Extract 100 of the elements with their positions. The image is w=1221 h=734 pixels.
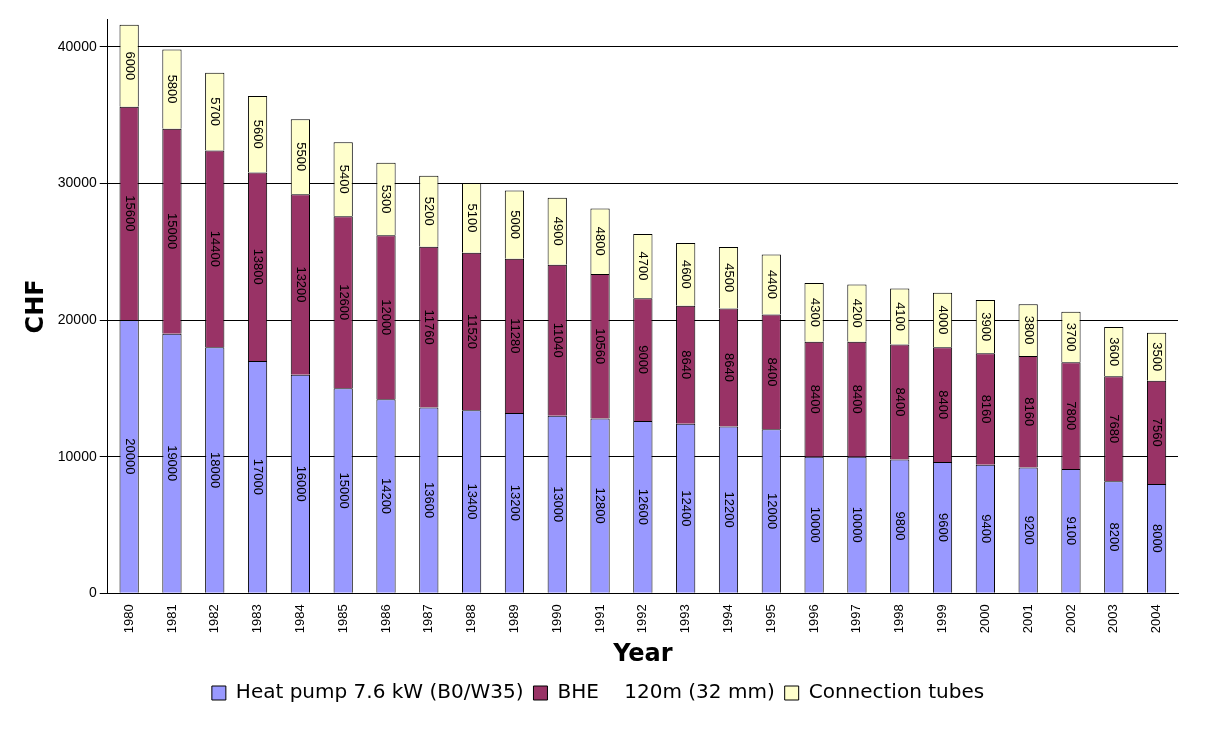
data-label: 4000 [935, 305, 951, 335]
data-label: 8400 [935, 390, 951, 420]
x-tick-label: 2003 [1105, 604, 1121, 634]
data-label: 7800 [1064, 401, 1080, 431]
data-label: 3900 [978, 312, 994, 342]
legend-label: Heat pump 7.6 kW (B0/W35) [235, 679, 524, 704]
data-label: 17000 [250, 458, 266, 495]
legend-label: Connection tubes [808, 679, 985, 704]
data-label: 4900 [550, 216, 566, 246]
data-label: 5100 [465, 203, 481, 233]
x-tick-label: 2004 [1148, 604, 1164, 634]
data-label: 8400 [850, 384, 866, 414]
data-label: 11520 [465, 313, 481, 350]
data-label: 4800 [593, 226, 609, 256]
y-tick-label: 20000 [57, 310, 97, 327]
data-label: 5400 [336, 164, 352, 194]
x-tick-label: 1986 [377, 604, 393, 634]
data-label: 8400 [807, 384, 823, 414]
x-tick-label: 1981 [163, 604, 179, 634]
x-tick-label: 1982 [206, 604, 222, 634]
data-label: 11040 [550, 322, 566, 358]
x-tick-label: 2001 [1019, 604, 1035, 634]
data-label: 19000 [165, 445, 181, 482]
data-label: 3600 [1107, 337, 1123, 367]
data-label: 5200 [422, 196, 438, 226]
data-label: 5700 [208, 97, 224, 127]
data-label: 12000 [764, 492, 780, 530]
data-label: 11280 [507, 318, 523, 354]
data-label: 4700 [636, 251, 652, 281]
x-tick-label: 1984 [291, 604, 307, 634]
data-label: 12200 [721, 491, 737, 528]
data-label: 13200 [507, 484, 523, 521]
data-label: 14200 [379, 477, 395, 515]
data-label: 11760 [422, 309, 438, 345]
data-label: 8000 [1150, 523, 1166, 553]
x-tick-label: 2000 [976, 604, 992, 634]
data-label: 4100 [893, 302, 909, 332]
data-label: 3800 [1021, 315, 1037, 345]
y-tick-label: 10000 [57, 447, 97, 464]
x-tick-label: 1995 [762, 604, 778, 634]
x-tick-label: 1990 [548, 604, 564, 634]
x-tick-label: 1980 [120, 604, 136, 634]
data-label: 8640 [721, 353, 737, 383]
x-tick-label: 2002 [1062, 604, 1078, 634]
data-label: 5500 [293, 142, 309, 172]
data-label: 9100 [1064, 516, 1080, 546]
x-tick-label: 1996 [805, 604, 821, 634]
data-label: 4400 [764, 270, 780, 299]
legend-label: BHE 120m (32 mm) [557, 679, 775, 704]
data-label: 18000 [208, 451, 224, 489]
data-label: 7680 [1107, 414, 1123, 444]
data-label: 4300 [807, 298, 823, 327]
y-tick-label: 40000 [57, 37, 97, 54]
data-label: 9600 [935, 512, 951, 542]
data-label: 5800 [165, 74, 181, 104]
x-tick-label: 1989 [506, 604, 522, 634]
x-tick-label: 1999 [934, 604, 950, 634]
y-tick-label: 0 [88, 584, 97, 601]
data-label: 10000 [850, 506, 866, 543]
data-label: 9800 [893, 511, 909, 541]
data-label: 8200 [1107, 522, 1123, 552]
x-tick-label: 1987 [420, 604, 436, 634]
x-tick-label: 1991 [591, 604, 607, 634]
data-label: 3700 [1064, 322, 1080, 352]
data-label: 9000 [636, 345, 652, 375]
data-label: 13800 [250, 248, 266, 285]
x-tick-label: 1992 [634, 604, 650, 634]
x-tick-label: 1993 [677, 604, 693, 634]
data-label: 8400 [893, 387, 909, 417]
data-label: 4200 [850, 298, 866, 328]
data-label: 15600 [122, 195, 138, 232]
data-label: 10000 [807, 506, 823, 543]
data-label: 4500 [721, 263, 737, 293]
data-label: 3500 [1150, 342, 1166, 372]
data-label: 13200 [293, 266, 309, 303]
data-label: 16000 [293, 465, 309, 502]
data-label: 8160 [1021, 397, 1037, 427]
data-label: 14400 [208, 230, 224, 268]
data-label: 10560 [593, 328, 609, 365]
data-label: 7560 [1150, 417, 1166, 447]
data-label: 13600 [422, 482, 438, 519]
x-tick-label: 1998 [891, 604, 907, 634]
data-label: 9200 [1021, 515, 1037, 545]
data-label: 15000 [165, 213, 181, 250]
data-label: 8400 [764, 357, 780, 387]
data-label: 5000 [507, 210, 523, 240]
data-label: 12000 [379, 299, 395, 336]
x-tick-label: 1994 [720, 604, 736, 634]
data-label: 5300 [379, 184, 395, 214]
data-label: 13000 [550, 486, 566, 523]
x-tick-label: 1988 [463, 604, 479, 634]
data-label: 12400 [679, 490, 695, 527]
x-tick-label: 1985 [334, 604, 350, 634]
data-label: 6000 [122, 51, 138, 81]
data-label: 12600 [636, 488, 652, 526]
data-label: 13400 [465, 483, 481, 520]
data-label: 9400 [978, 514, 994, 544]
data-label: 15000 [336, 472, 352, 509]
data-label: 8160 [978, 394, 994, 424]
data-label: 4600 [679, 259, 695, 289]
